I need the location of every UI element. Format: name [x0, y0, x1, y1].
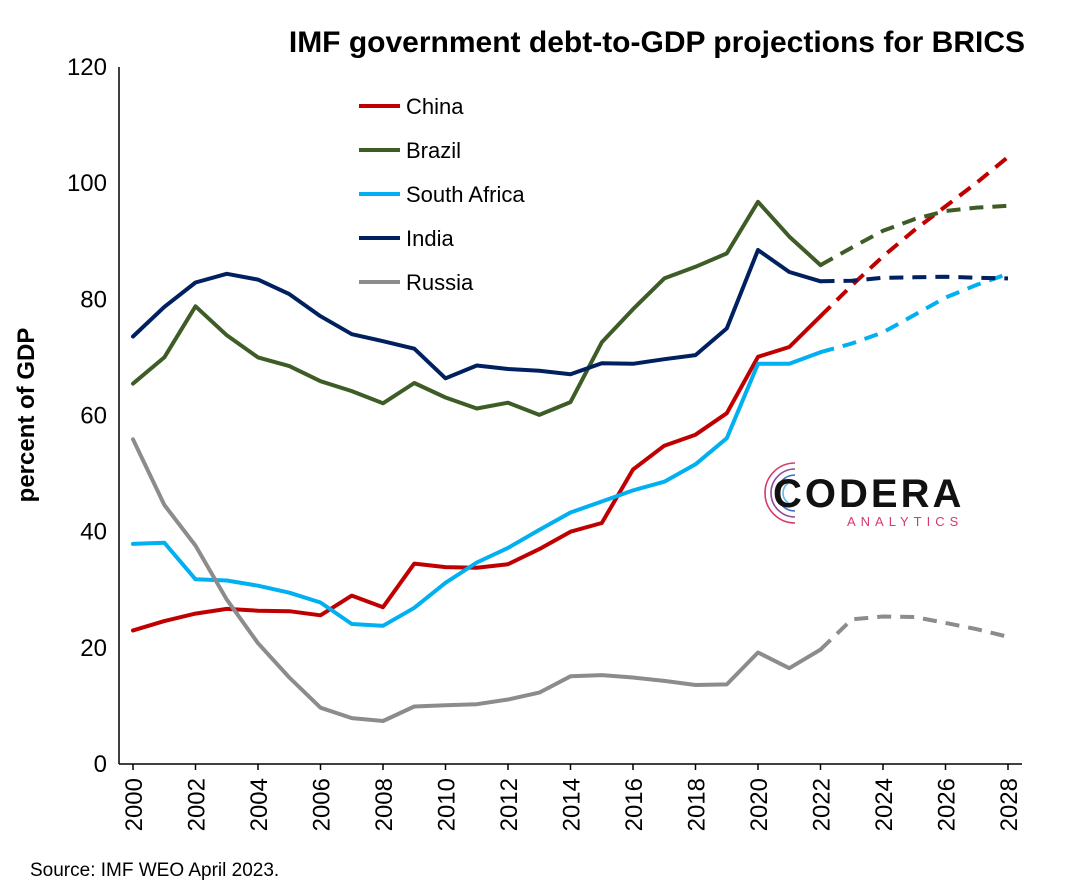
x-tick-label: 2006	[309, 778, 336, 831]
legend: China Brazil South Africa India Russia	[359, 94, 525, 295]
x-tick-label: 2024	[871, 778, 898, 831]
series-line-india	[131, 248, 823, 381]
legend-label-south-africa: South Africa	[406, 182, 525, 207]
series-projection-brazil	[819, 203, 1009, 267]
source-note: Source: IMF WEO April 2023.	[30, 860, 279, 881]
series-line-south-africa	[131, 350, 823, 628]
y-tick-label: 80	[80, 286, 107, 313]
x-tick-label: 2010	[434, 778, 461, 831]
codera-logo: CODERA ANALYTICS	[764, 462, 964, 529]
legend-label-russia: Russia	[406, 270, 474, 295]
series-line-russia	[131, 437, 823, 723]
y-axis-label: percent of GDP	[13, 328, 40, 503]
y-tick-label: 40	[80, 519, 107, 546]
x-tick-label: 2016	[621, 778, 648, 831]
x-tick-label: 2004	[246, 778, 273, 831]
legend-label-brazil: Brazil	[406, 138, 461, 163]
x-tick-label: 2002	[184, 778, 211, 831]
x-tick-label: 2020	[746, 778, 773, 831]
logo-arc-icon	[764, 462, 796, 524]
x-tick-label: 2008	[371, 778, 398, 831]
y-tick-label: 20	[80, 635, 107, 662]
legend-label-china: China	[406, 94, 464, 119]
y-tick-label: 60	[80, 403, 107, 430]
legend-label-india: India	[406, 226, 454, 251]
chart-title: IMF government debt-to-GDP projections f…	[289, 26, 1025, 59]
series-projection-china	[819, 155, 1010, 318]
logo-tagline: ANALYTICS	[847, 514, 963, 529]
x-tick-label: 2012	[496, 778, 523, 831]
series-line-brazil	[131, 199, 823, 417]
series-projection-india	[820, 274, 1009, 284]
logo-name: CODERA	[773, 472, 964, 516]
y-tick-label: 0	[94, 751, 107, 778]
x-tick-label: 2000	[121, 778, 148, 831]
x-tick-label: 2026	[934, 778, 961, 831]
x-tick-label: 2028	[996, 778, 1023, 831]
series-projection-south-africa	[819, 271, 1009, 355]
y-axis-ticks: 0 20 40 60 80 100 120	[67, 54, 107, 778]
series-projection-russia	[819, 614, 1009, 652]
x-tick-label: 2022	[809, 778, 836, 831]
series-line-china	[131, 314, 823, 633]
series-lines	[131, 155, 1010, 723]
x-axis-ticks: 2000 2002 2004 2006 2008 2010 2012 2014 2016 2018…	[121, 764, 1023, 831]
y-tick-label: 100	[67, 170, 107, 197]
x-tick-label: 2018	[684, 778, 711, 831]
x-tick-label: 2014	[559, 778, 586, 831]
y-tick-label: 120	[67, 54, 107, 81]
